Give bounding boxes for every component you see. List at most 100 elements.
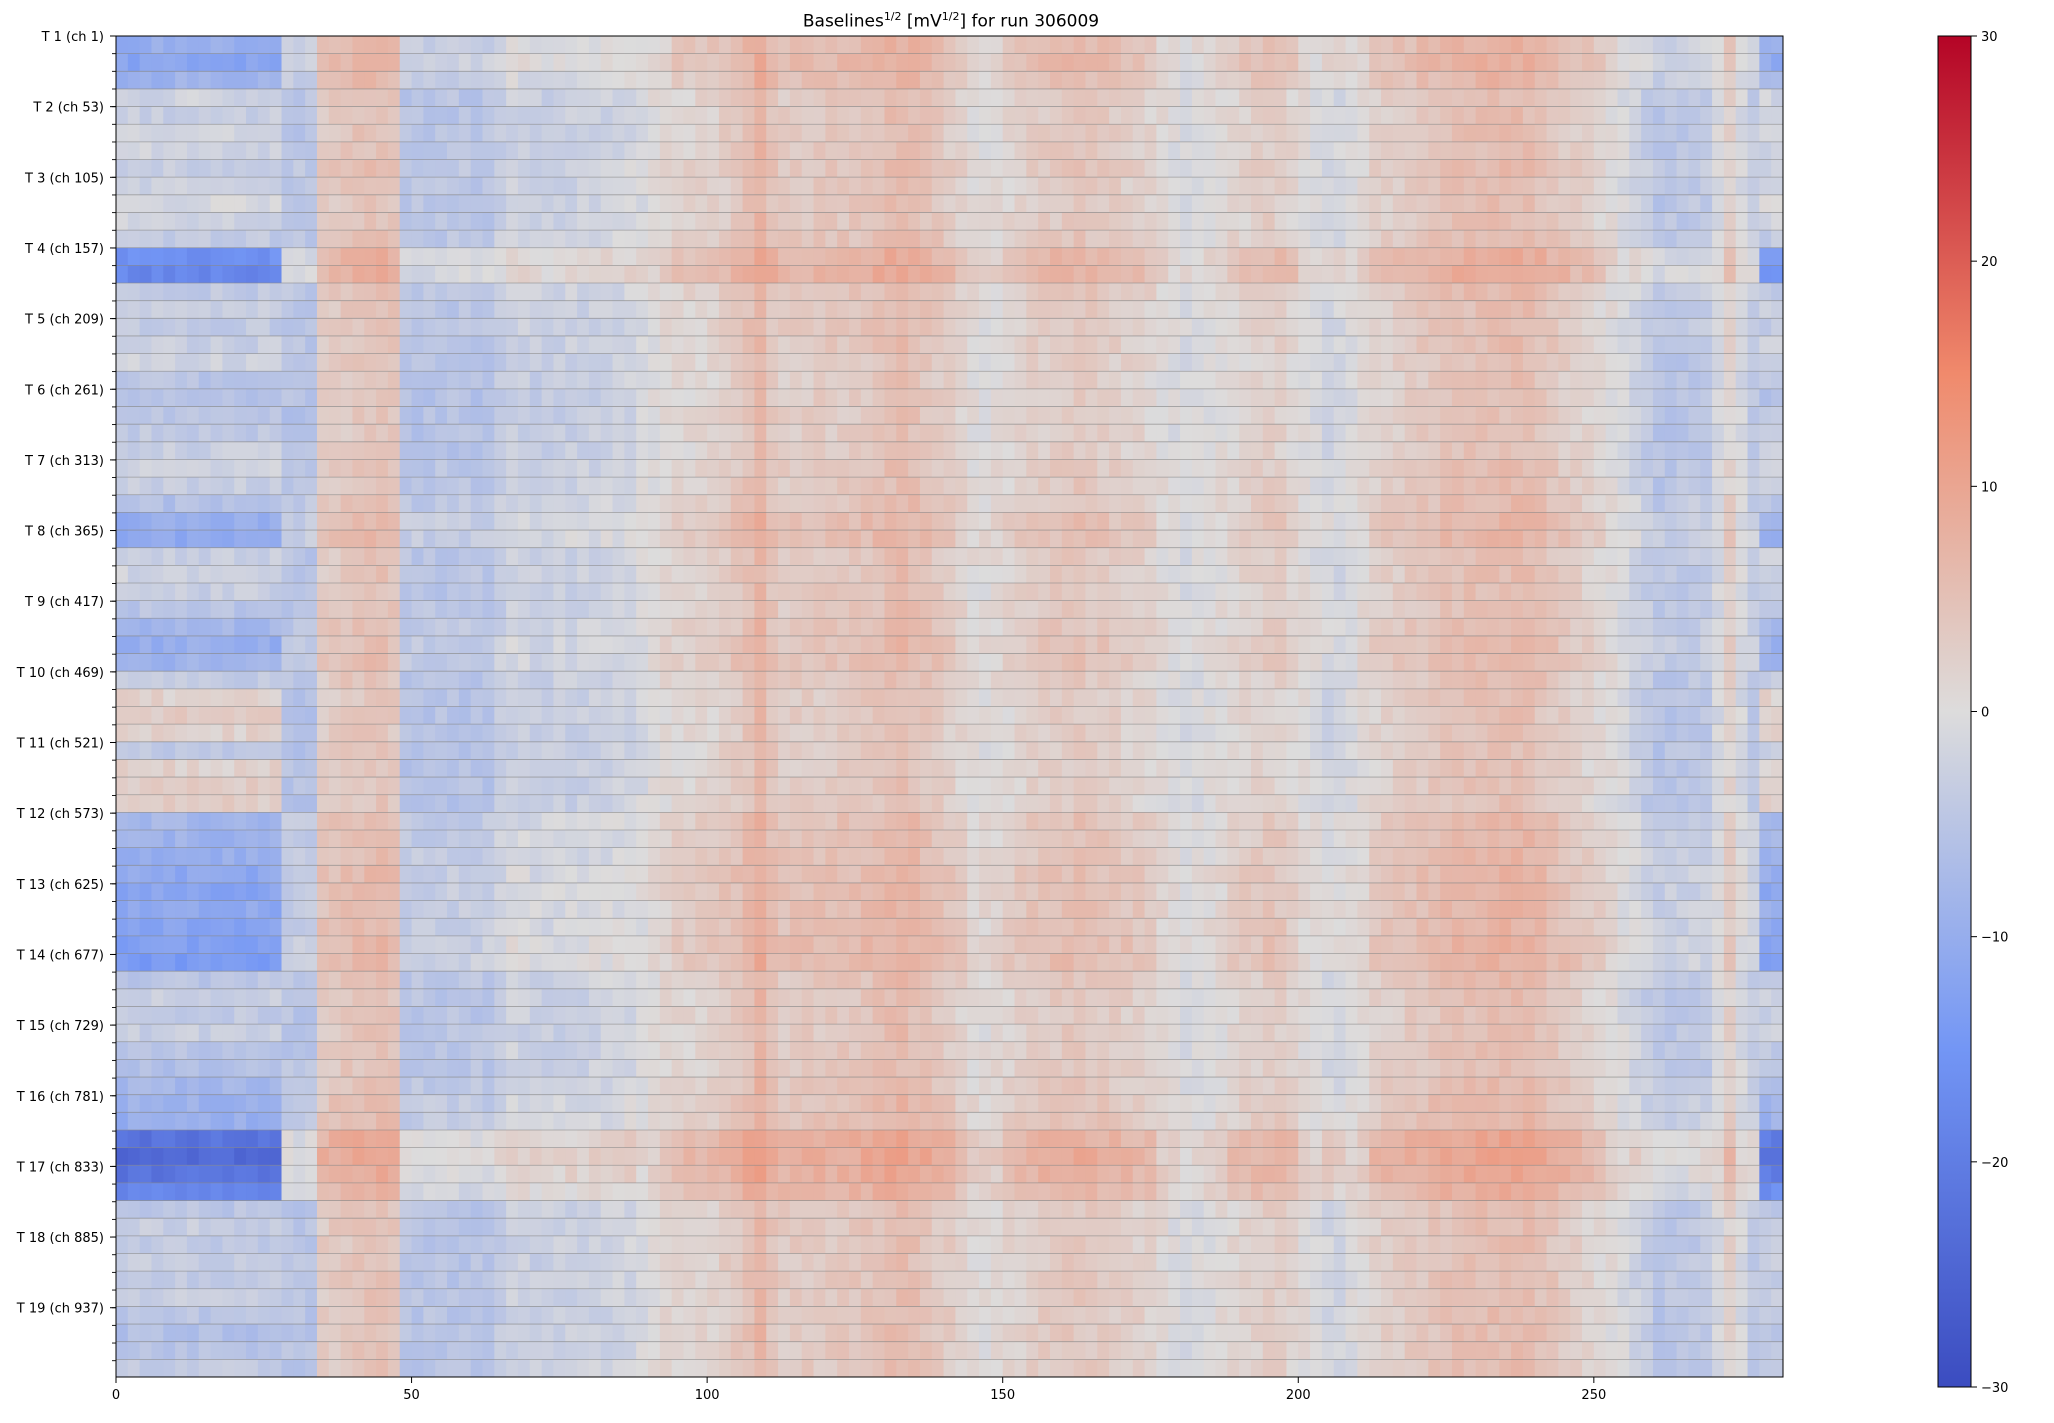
heatmap-cell [1274, 36, 1288, 55]
heatmap-cell [908, 212, 921, 231]
heatmap-cell [778, 106, 791, 125]
heatmap-cell [1156, 247, 1169, 266]
heatmap-cell [565, 653, 578, 672]
heatmap-cell [896, 212, 909, 231]
heatmap-cell [1511, 230, 1524, 249]
heatmap-cell [1700, 265, 1713, 284]
heatmap-cell [624, 547, 637, 566]
heatmap-cell [1132, 441, 1146, 461]
heatmap-cell [517, 441, 531, 461]
heatmap-cell [648, 159, 661, 178]
heatmap-cell [1546, 265, 1559, 284]
heatmap-cell [648, 247, 661, 266]
heatmap-cell [1132, 71, 1146, 90]
heatmap-cell [1097, 300, 1110, 319]
heatmap-cell [754, 459, 767, 478]
heatmap-cell [931, 53, 945, 72]
heatmap-cell [943, 318, 957, 337]
heatmap-cell [163, 530, 176, 549]
heatmap-cell [849, 477, 862, 496]
heatmap-cell [234, 582, 247, 602]
heatmap-cell [1227, 547, 1240, 566]
heatmap-cell [1381, 230, 1394, 249]
heatmap-cell [742, 159, 756, 178]
heatmap-cell [127, 512, 141, 531]
heatmap-cell [210, 618, 223, 637]
heatmap-cell [447, 371, 460, 390]
heatmap-cell [1002, 124, 1016, 143]
heatmap-cell [506, 565, 519, 584]
heatmap-cell [1428, 318, 1441, 337]
heatmap-cell [470, 230, 484, 249]
heatmap-cell [908, 406, 921, 425]
heatmap-cell [364, 283, 377, 302]
heatmap-cell [908, 300, 921, 319]
heatmap-cell [340, 565, 354, 584]
heatmap-cell [399, 265, 413, 284]
heatmap-cell [1215, 388, 1228, 408]
heatmap-cell [967, 371, 980, 390]
heatmap-cell [1357, 265, 1370, 284]
heatmap-cell [730, 335, 744, 355]
heatmap-cell [837, 141, 850, 161]
heatmap-cell [127, 212, 141, 231]
heatmap-cell [1664, 283, 1678, 302]
heatmap-cell [328, 512, 342, 531]
heatmap-cell [1511, 547, 1524, 566]
heatmap-cell [163, 459, 176, 478]
heatmap-cell [1203, 53, 1217, 72]
heatmap-cell [482, 477, 495, 496]
heatmap-cell [730, 88, 744, 108]
heatmap-cell [636, 635, 649, 655]
heatmap-cell [967, 141, 980, 161]
heatmap-cell [908, 353, 921, 372]
heatmap-cell [1605, 512, 1619, 531]
heatmap-cell [1286, 141, 1299, 161]
heatmap-cell [825, 212, 838, 231]
heatmap-cell [1582, 477, 1595, 496]
heatmap-cell [1428, 547, 1441, 566]
heatmap-cell [1440, 212, 1453, 231]
heatmap-cell [1629, 459, 1642, 478]
heatmap-cell [931, 565, 945, 584]
heatmap-cell [163, 265, 176, 284]
heatmap-cell [1392, 494, 1406, 513]
heatmap-cell [1156, 635, 1169, 655]
heatmap-cell [364, 582, 377, 602]
heatmap-cell [1664, 406, 1678, 425]
heatmap-cell [849, 53, 862, 72]
heatmap-cell [813, 530, 826, 549]
heatmap-cell [517, 600, 531, 619]
heatmap-cell [1641, 477, 1654, 496]
heatmap-cell [990, 53, 1004, 72]
heatmap-cell [837, 494, 850, 513]
heatmap-cell [1735, 230, 1749, 249]
heatmap-cell [328, 477, 342, 496]
heatmap-cell [198, 477, 212, 496]
heatmap-cell [1310, 106, 1323, 125]
heatmap-cell [612, 300, 625, 319]
heatmap-cell [305, 159, 318, 178]
heatmap-cell [659, 371, 673, 390]
heatmap-cell [222, 371, 235, 390]
heatmap-cell [1511, 353, 1524, 372]
heatmap-cell [269, 565, 283, 584]
heatmap-cell [1014, 124, 1027, 143]
heatmap-cell [1546, 335, 1559, 355]
heatmap-cell [1298, 141, 1311, 161]
heatmap-cell [494, 441, 507, 461]
heatmap-cell [1404, 247, 1418, 266]
heatmap-cell [151, 159, 164, 178]
heatmap-cell [411, 300, 424, 319]
heatmap-cell [1582, 353, 1595, 372]
heatmap-cell [1605, 177, 1619, 196]
heatmap-cell [139, 477, 153, 496]
heatmap-cell [825, 88, 838, 108]
heatmap-cell [1357, 494, 1370, 513]
heatmap-cell [210, 441, 223, 461]
heatmap-cell [707, 635, 720, 655]
heatmap-cell [1522, 141, 1536, 161]
heatmap-cell [1310, 53, 1323, 72]
heatmap-cell [305, 424, 318, 443]
heatmap-cell [340, 177, 354, 196]
